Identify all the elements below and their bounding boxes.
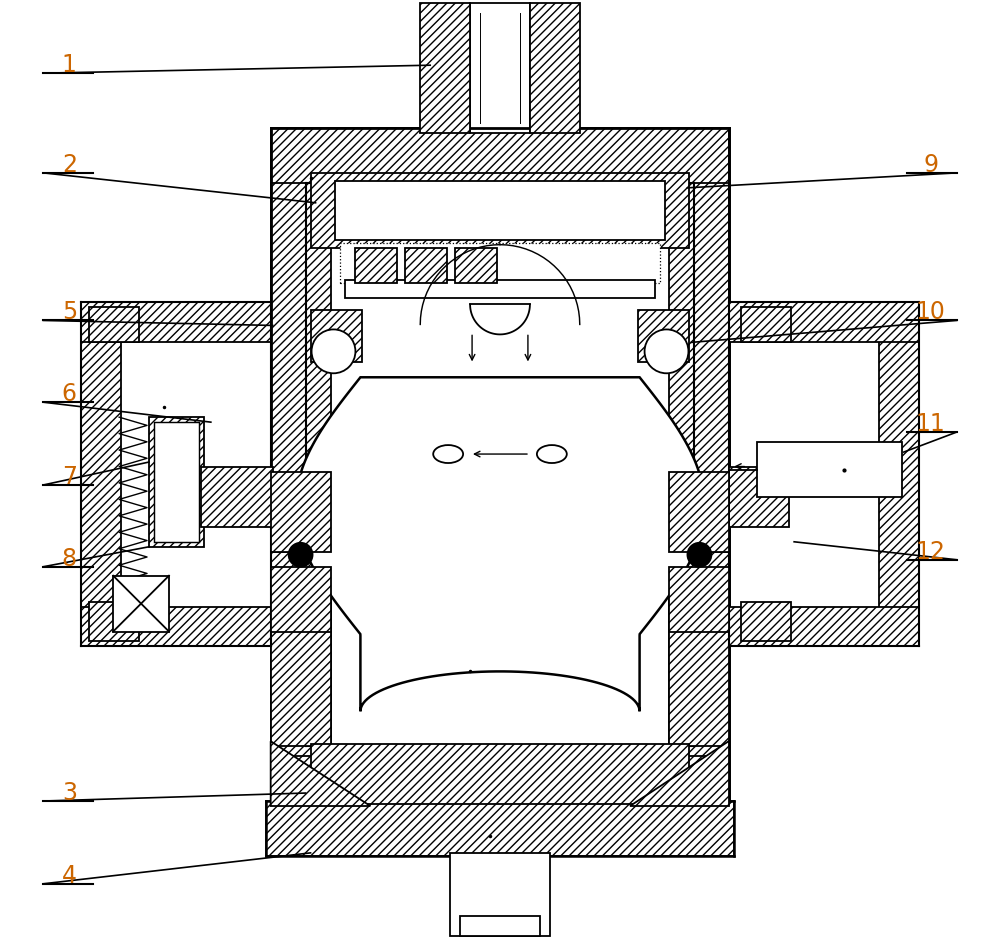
Bar [405,248,447,283]
Bar [879,302,919,646]
Polygon shape [271,741,370,806]
Bar [311,744,689,804]
Text: 5: 5 [62,300,77,324]
Bar [81,302,121,646]
Bar [89,307,139,342]
Bar [669,472,729,552]
Bar [470,4,530,133]
Ellipse shape [537,445,567,463]
Text: 4: 4 [62,864,77,887]
Text: 8: 8 [62,546,77,571]
Text: 11: 11 [916,413,946,436]
Bar [460,916,540,935]
Polygon shape [630,741,729,806]
Bar [757,442,902,497]
Bar [311,173,689,248]
Bar [729,302,919,342]
Bar [729,607,919,646]
Bar [669,128,729,806]
Bar [81,302,271,342]
Bar [271,128,729,183]
Text: 1: 1 [62,53,77,77]
Circle shape [687,543,711,567]
Bar [271,756,729,806]
Circle shape [289,543,313,567]
Circle shape [312,330,355,373]
Bar [741,602,791,642]
Text: 12: 12 [916,540,946,563]
Circle shape [645,330,688,373]
Bar [271,567,331,631]
Bar [335,181,665,239]
Bar [311,311,362,363]
Bar [149,417,204,546]
Text: 7: 7 [62,465,77,489]
Bar [271,472,331,552]
Bar [201,467,273,527]
Bar [450,853,550,935]
Polygon shape [669,552,729,746]
Polygon shape [296,378,704,711]
Bar [345,280,655,298]
Bar [266,801,734,856]
Bar [89,602,139,642]
Text: 3: 3 [62,781,77,805]
Polygon shape [271,552,331,746]
Bar [638,311,689,363]
Bar [729,467,789,527]
Bar [154,422,199,542]
Bar [530,4,580,133]
Bar [113,576,169,631]
Text: 10: 10 [916,300,946,324]
Bar [455,248,497,283]
Bar [420,4,470,133]
Bar [741,307,791,342]
Text: 2: 2 [62,153,77,177]
Bar [81,607,271,646]
Bar [340,243,660,283]
Bar [271,128,729,806]
Bar [669,567,729,631]
Bar [271,128,331,806]
Text: 6: 6 [62,382,77,406]
Bar [355,248,397,283]
Ellipse shape [433,445,463,463]
Text: 9: 9 [923,153,938,177]
